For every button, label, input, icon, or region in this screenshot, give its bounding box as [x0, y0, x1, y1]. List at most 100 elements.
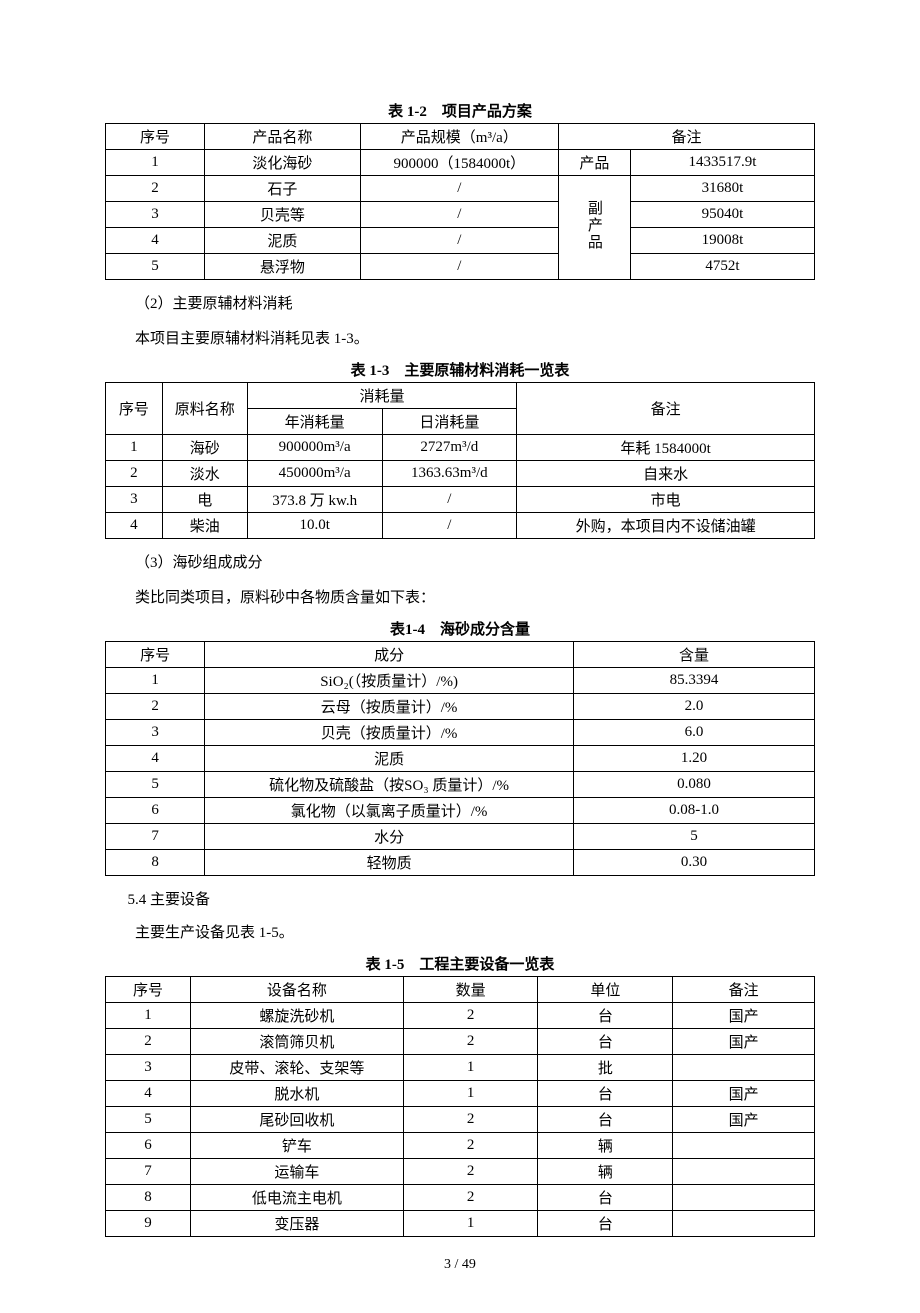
cell: 2: [106, 461, 163, 487]
cell: 海砂: [162, 435, 247, 461]
table2-caption: 表 1-3 主要原辅材料消耗一览表: [105, 359, 815, 380]
section-5-4-heading: 5.4 主要设备: [105, 886, 815, 915]
cell: 1: [106, 668, 205, 694]
cell: 1: [106, 435, 163, 461]
cell: 1: [403, 1211, 538, 1237]
table-row: 6氯化物（以氯离子质量计）/%0.08-1.0: [106, 798, 815, 824]
th-comp: 成分: [205, 642, 574, 668]
table-row: 1 海砂 900000m³/a 2727m³/d 年耗 1584000t: [106, 435, 815, 461]
cell: 淡水: [162, 461, 247, 487]
cell: 台: [538, 1029, 673, 1055]
cell: 85.3394: [573, 668, 814, 694]
th-note: 备注: [558, 124, 814, 150]
table-row: 5 悬浮物 / 4752t: [106, 254, 815, 280]
cell: 6: [106, 798, 205, 824]
cell: 10.0t: [247, 513, 382, 539]
cell: 水分: [205, 824, 574, 850]
table-row: 2滚筒筛贝机2台国产: [106, 1029, 815, 1055]
table-row: 8低电流主电机2台: [106, 1185, 815, 1211]
cell: 低电流主电机: [191, 1185, 404, 1211]
cell: 电: [162, 487, 247, 513]
cell: [673, 1211, 815, 1237]
cell: 运输车: [191, 1159, 404, 1185]
cell: 6: [106, 1133, 191, 1159]
table-row: 3 贝壳等 / 95040t: [106, 202, 815, 228]
cell: 自来水: [517, 461, 815, 487]
table-row: 1螺旋洗砂机2台国产: [106, 1003, 815, 1029]
cell: 2: [403, 1029, 538, 1055]
cell: 国产: [673, 1029, 815, 1055]
table-row: 6铲车2辆: [106, 1133, 815, 1159]
table4: 序号 设备名称 数量 单位 备注 1螺旋洗砂机2台国产 2滚筒筛贝机2台国产 3…: [105, 976, 815, 1237]
table1: 序号 产品名称 产品规模（m³/a） 备注 1 淡化海砂 900000（1584…: [105, 123, 815, 280]
th-note: 备注: [517, 383, 815, 435]
cell: 柴油: [162, 513, 247, 539]
cell: 滚筒筛贝机: [191, 1029, 404, 1055]
cell: 1: [403, 1081, 538, 1107]
cell: 900000（1584000t）: [360, 150, 558, 176]
cell: 4: [106, 746, 205, 772]
cell-category-byproduct: 副产品: [558, 176, 630, 280]
table4-caption: 表 1-5 工程主要设备一览表: [105, 953, 815, 974]
cell: 5: [106, 1107, 191, 1133]
th-day: 日消耗量: [382, 409, 517, 435]
cell: 1363.63m³/d: [382, 461, 517, 487]
table-row: 3皮带、滚轮、支架等1批: [106, 1055, 815, 1081]
cell: /: [360, 228, 558, 254]
cell: 铲车: [191, 1133, 404, 1159]
cell: 变压器: [191, 1211, 404, 1237]
cell: 淡化海砂: [205, 150, 361, 176]
cell: 1: [106, 150, 205, 176]
cell: 1433517.9t: [630, 150, 814, 176]
table-row: 5硫化物及硫酸盐（按SO₃ 质量计）/%0.080: [106, 772, 815, 798]
cell: 国产: [673, 1107, 815, 1133]
cell-category-product: 产品: [558, 150, 630, 176]
cell: 1.20: [573, 746, 814, 772]
cell: 外购，本项目内不设储油罐: [517, 513, 815, 539]
cell: 台: [538, 1185, 673, 1211]
cell: 3: [106, 720, 205, 746]
cell: 2: [403, 1107, 538, 1133]
cell: 2727m³/d: [382, 435, 517, 461]
th-name: 原料名称: [162, 383, 247, 435]
cell: 皮带、滚轮、支架等: [191, 1055, 404, 1081]
cell: 辆: [538, 1133, 673, 1159]
cell: 5: [573, 824, 814, 850]
cell: 国产: [673, 1081, 815, 1107]
cell: 900000m³/a: [247, 435, 382, 461]
cell: 3: [106, 1055, 191, 1081]
cell: 批: [538, 1055, 673, 1081]
cell: 市电: [517, 487, 815, 513]
th-no: 序号: [106, 124, 205, 150]
table-row: 序号 原料名称 消耗量 备注: [106, 383, 815, 409]
cell: 6.0: [573, 720, 814, 746]
cell: 2: [106, 1029, 191, 1055]
cell: 石子: [205, 176, 361, 202]
cell: 2: [403, 1133, 538, 1159]
cell: 1: [403, 1055, 538, 1081]
cell: 2.0: [573, 694, 814, 720]
table-row: 2 淡水 450000m³/a 1363.63m³/d 自来水: [106, 461, 815, 487]
cell: 4: [106, 228, 205, 254]
table-row: 1 淡化海砂 900000（1584000t） 产品 1433517.9t: [106, 150, 815, 176]
cell: 3: [106, 202, 205, 228]
table3: 序号 成分 含量 1SiO₂(（按质量计）/%)85.3394 2云母（按质量计…: [105, 641, 815, 876]
cell: 1: [106, 1003, 191, 1029]
cell: 7: [106, 1159, 191, 1185]
paragraph-2-heading: （2）主要原辅材料消耗: [105, 290, 815, 319]
th-note: 备注: [673, 977, 815, 1003]
cell: 2: [106, 176, 205, 202]
cell: 373.8 万 kw.h: [247, 487, 382, 513]
cell: 螺旋洗砂机: [191, 1003, 404, 1029]
cell: [673, 1133, 815, 1159]
cell: /: [360, 202, 558, 228]
table-row: 5尾砂回收机2台国产: [106, 1107, 815, 1133]
cell: 尾砂回收机: [191, 1107, 404, 1133]
th-name: 设备名称: [191, 977, 404, 1003]
cell: 3: [106, 487, 163, 513]
cell: 4: [106, 513, 163, 539]
cell: 2: [403, 1159, 538, 1185]
th-year: 年消耗量: [247, 409, 382, 435]
paragraph-3-heading: （3）海砂组成成分: [105, 549, 815, 578]
cell: 硫化物及硫酸盐（按SO₃ 质量计）/%: [205, 772, 574, 798]
